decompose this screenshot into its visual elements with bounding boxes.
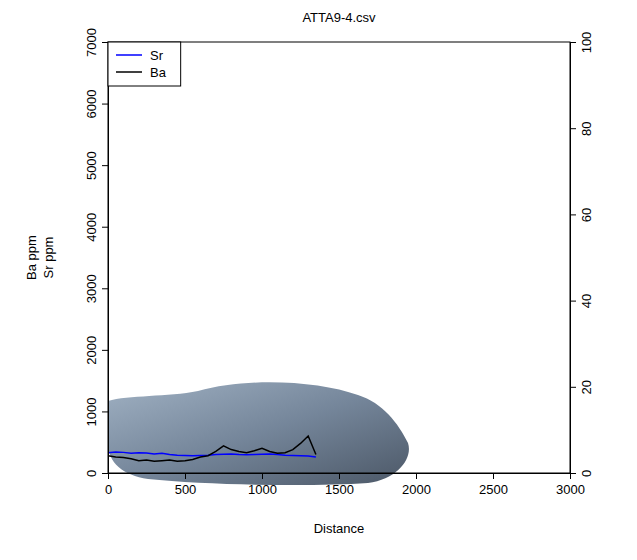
tick: 1000 xyxy=(84,397,108,426)
y-axis-title: Ba ppm xyxy=(24,235,39,280)
tick-mark xyxy=(102,350,108,351)
tick: 500 xyxy=(175,473,197,497)
tick-label: 40 xyxy=(579,294,594,308)
tick-label: 3000 xyxy=(84,274,99,303)
tick: 0 xyxy=(570,470,594,477)
tick-label: 3000 xyxy=(556,482,585,497)
y-axis-title: Sr ppm xyxy=(41,237,56,279)
tick-mark xyxy=(262,473,263,479)
tick-mark xyxy=(570,473,576,474)
tick-label: 1000 xyxy=(248,482,277,497)
legend-label: Sr xyxy=(150,48,164,63)
legend-swatch xyxy=(116,54,142,56)
tick-label: 7000 xyxy=(84,28,99,57)
tick-label: 6000 xyxy=(84,90,99,119)
series-line xyxy=(108,436,316,461)
axis-line xyxy=(102,43,109,474)
legend-swatch xyxy=(116,71,142,73)
legend-label: Ba xyxy=(150,65,167,80)
axis: 0 1000 2000 3000 4000 5000 6000 7000 xyxy=(84,28,109,477)
plot-frame xyxy=(108,42,570,473)
tick-mark xyxy=(102,473,108,474)
tick-label: 500 xyxy=(175,482,197,497)
axis-line xyxy=(571,43,577,474)
tick: 20 xyxy=(570,380,594,394)
shell-photo xyxy=(108,382,409,485)
tick-label: 1000 xyxy=(84,397,99,426)
tick: 4000 xyxy=(84,213,108,242)
x-axis-title: Distance xyxy=(314,521,365,536)
tick-mark xyxy=(570,301,576,302)
tick-mark xyxy=(102,411,108,412)
tick: 2000 xyxy=(84,336,108,365)
tick: 2500 xyxy=(479,473,508,497)
tick: 40 xyxy=(570,294,594,308)
tick-label: 80 xyxy=(579,121,594,135)
tick: 60 xyxy=(570,208,594,222)
tick-mark xyxy=(102,288,108,289)
chart: 0500100015002000250030000100020003000400… xyxy=(0,0,637,560)
tick-label: 2000 xyxy=(402,482,431,497)
tick: 6000 xyxy=(84,90,108,119)
tick: 3000 xyxy=(84,274,108,303)
tick-mark xyxy=(570,387,576,388)
tick-label: 20 xyxy=(579,380,594,394)
tick-mark xyxy=(102,42,108,43)
tick-mark xyxy=(339,473,340,479)
tick-mark xyxy=(102,227,108,228)
tick-label: 2500 xyxy=(479,482,508,497)
legend-item: Ba xyxy=(116,65,167,80)
tick-label: 0 xyxy=(84,470,99,477)
tick-label: 1500 xyxy=(325,482,354,497)
tick: 7000 xyxy=(84,28,108,57)
tick-label: 0 xyxy=(579,470,594,477)
lines xyxy=(108,436,316,461)
legend-item: Sr xyxy=(116,48,164,63)
tick: 0 xyxy=(84,470,108,477)
tick: 1500 xyxy=(325,473,354,497)
tick-mark xyxy=(185,473,186,479)
tick-mark xyxy=(102,104,108,105)
title: ATTA9-4.csv xyxy=(302,10,376,25)
axis: 0 20 40 60 80 100 xyxy=(570,32,594,477)
legend-box xyxy=(108,42,181,86)
tick-label: 100 xyxy=(579,32,594,54)
tick: 5000 xyxy=(84,151,108,180)
tick-mark xyxy=(570,214,576,215)
tick-mark xyxy=(570,128,576,129)
tick-mark xyxy=(493,473,494,479)
tick: 80 xyxy=(570,121,594,135)
tick: 2000 xyxy=(402,473,431,497)
tick: 1000 xyxy=(248,473,277,497)
tick: 0 xyxy=(105,473,112,497)
tick: 100 xyxy=(570,32,594,54)
tick-label: 4000 xyxy=(84,213,99,242)
tick-label: 0 xyxy=(105,482,112,497)
legend: Sr Ba xyxy=(108,42,181,86)
tick-label: 2000 xyxy=(84,336,99,365)
tick-mark xyxy=(570,42,576,43)
tick-label: 60 xyxy=(579,208,594,222)
tick-mark xyxy=(102,165,108,166)
plot: 0500100015002000250030000100020003000400… xyxy=(84,28,594,497)
axis: 0 500 1000 1500 2000 2500 3000 xyxy=(105,473,585,497)
tick-mark xyxy=(416,473,417,479)
tick-label: 5000 xyxy=(84,151,99,180)
axis-line xyxy=(109,474,571,480)
